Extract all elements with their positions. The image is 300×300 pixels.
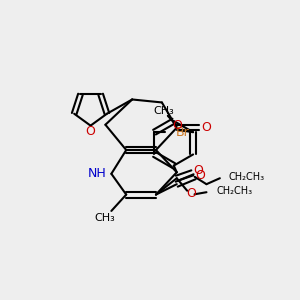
Text: O: O <box>186 187 196 200</box>
Text: NH: NH <box>88 167 107 180</box>
Text: O: O <box>193 164 203 177</box>
Text: CH₃: CH₃ <box>94 213 115 224</box>
Text: O: O <box>172 119 182 132</box>
Text: CH₂CH₃: CH₂CH₃ <box>217 186 253 196</box>
Text: CH₂CH₃: CH₂CH₃ <box>229 172 265 182</box>
Text: Br: Br <box>176 126 190 139</box>
Text: O: O <box>196 169 206 182</box>
Text: O: O <box>202 121 212 134</box>
Text: O: O <box>85 125 95 138</box>
Text: CH₃: CH₃ <box>154 106 174 116</box>
